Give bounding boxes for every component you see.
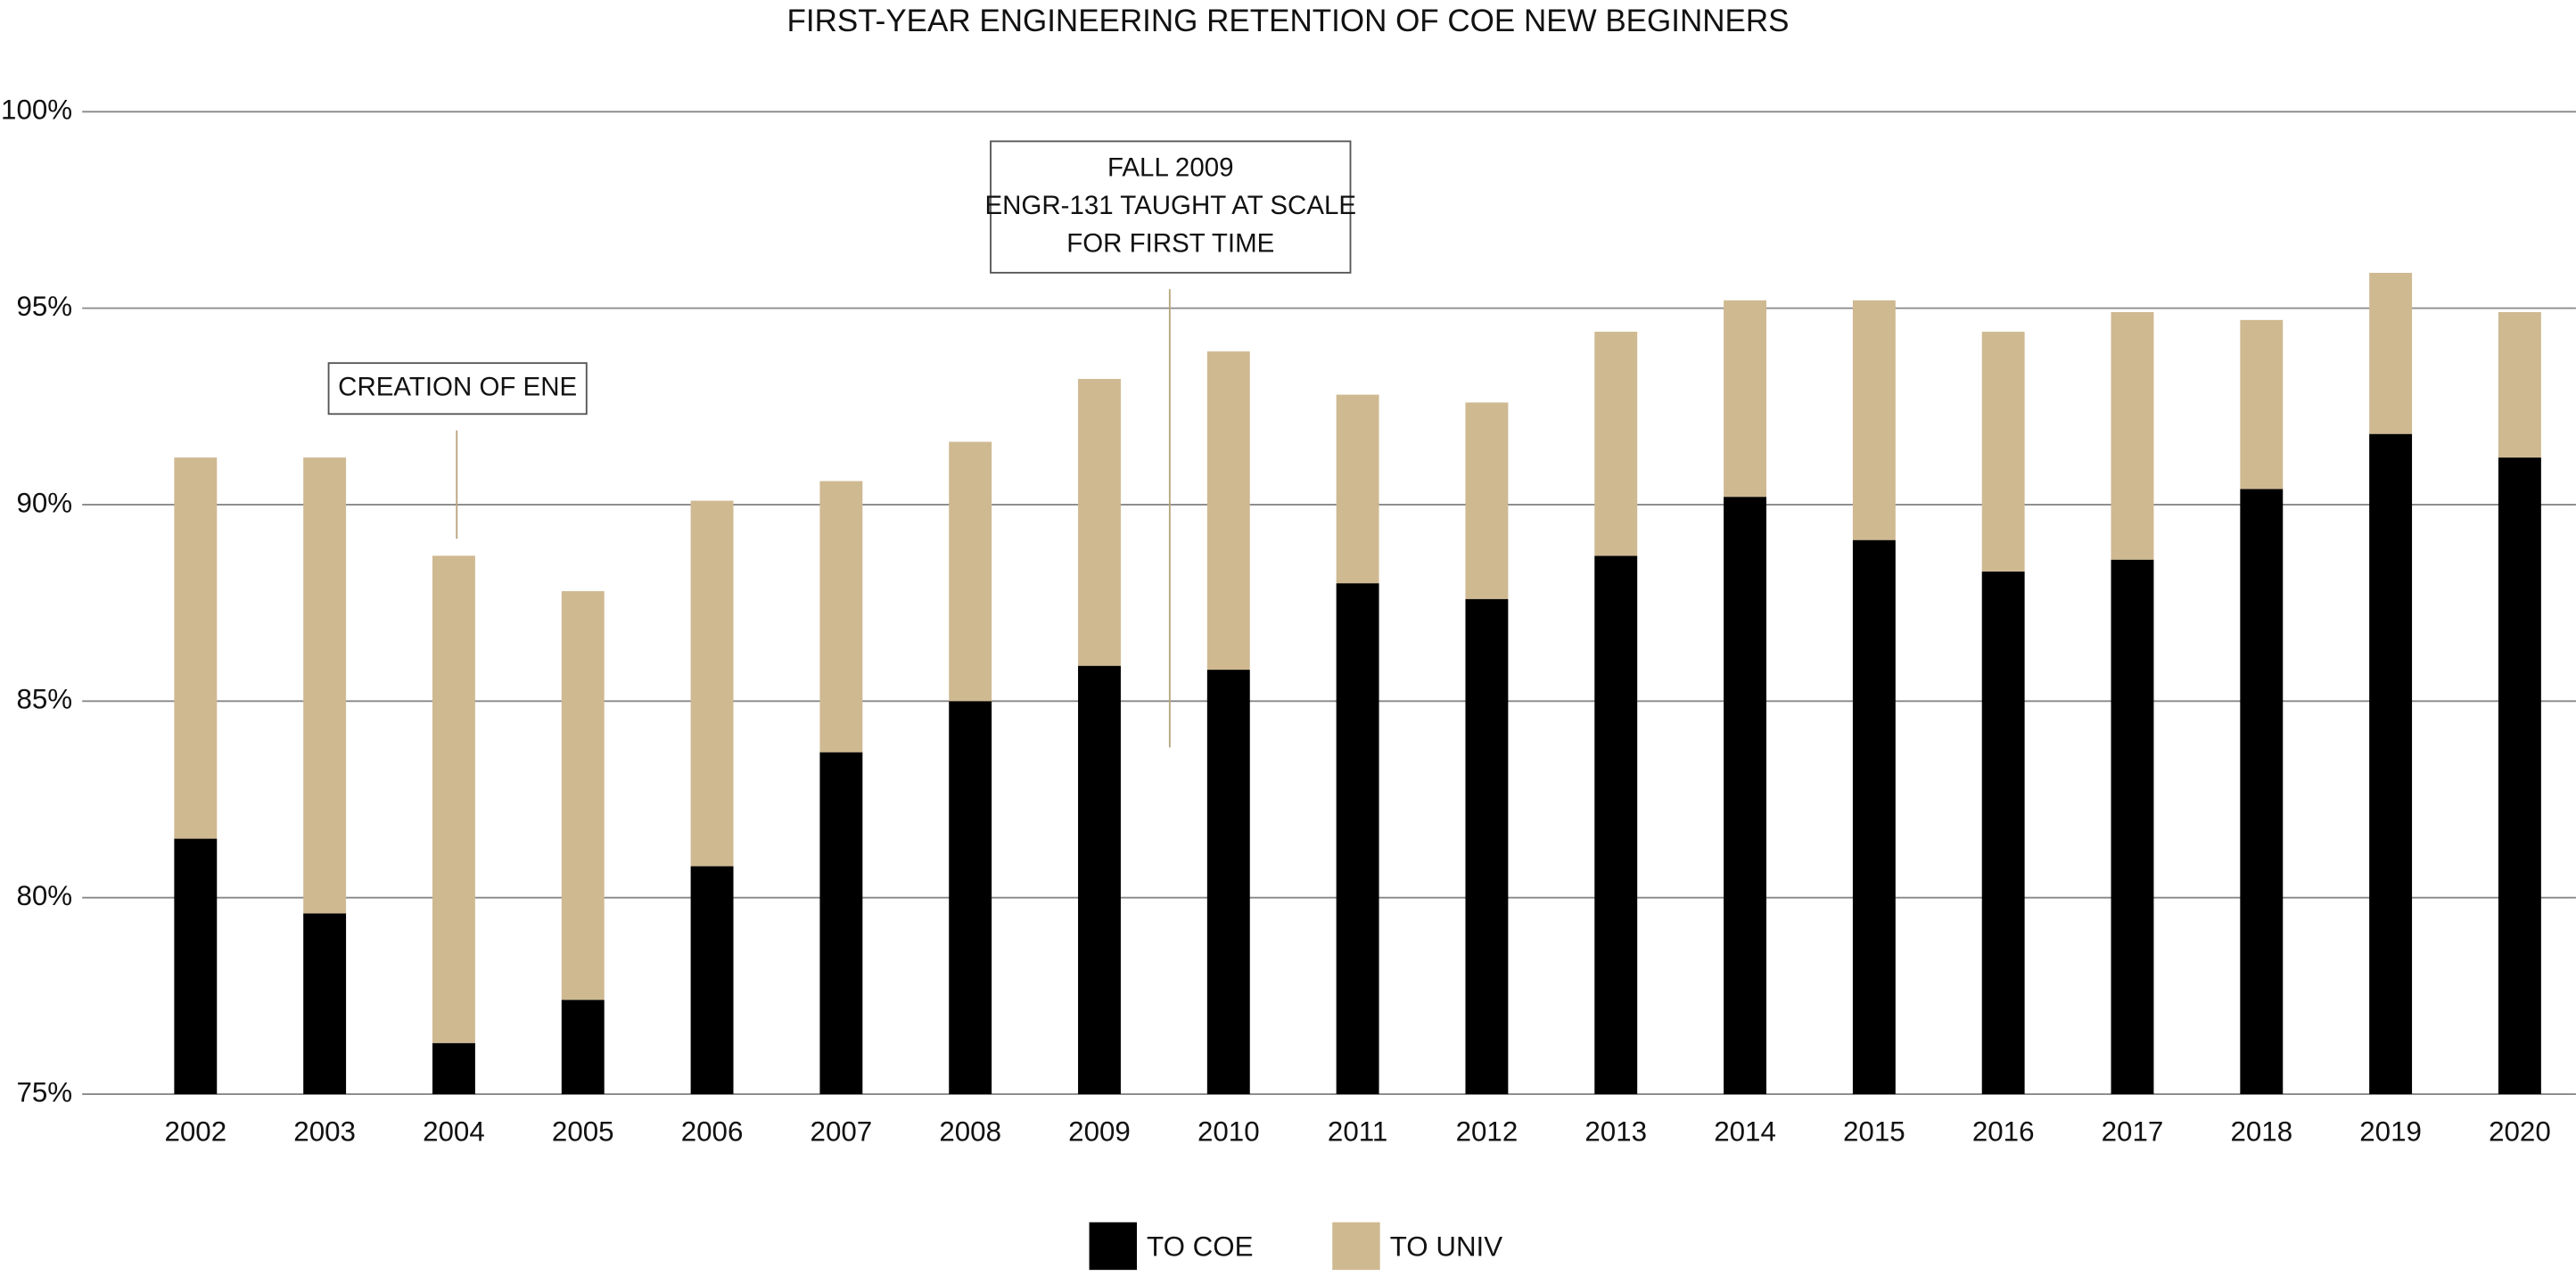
bar-segment bbox=[1206, 351, 1250, 671]
y-tick-label: 95% bbox=[16, 291, 72, 322]
x-tick-label: 2008 bbox=[939, 1116, 1001, 1148]
annotation-box bbox=[990, 140, 1352, 274]
bar-segment bbox=[174, 457, 218, 839]
bar-segment bbox=[561, 590, 605, 1000]
x-tick-label: 2010 bbox=[1197, 1116, 1260, 1148]
bar-segment bbox=[2498, 457, 2541, 1095]
x-tick-label: 2019 bbox=[2359, 1116, 2422, 1148]
bar-segment bbox=[303, 457, 347, 914]
legend-swatch bbox=[1089, 1222, 1138, 1271]
x-tick-label: 2004 bbox=[423, 1116, 485, 1148]
legend-swatch bbox=[1332, 1222, 1380, 1271]
x-tick-label: 2007 bbox=[811, 1116, 873, 1148]
bar-segment bbox=[2369, 433, 2413, 1095]
bar-segment bbox=[2498, 312, 2541, 458]
bar-segment bbox=[561, 1000, 605, 1095]
bar-segment bbox=[1852, 539, 1896, 1095]
y-tick-label: 85% bbox=[16, 684, 72, 715]
bar-segment bbox=[1981, 332, 2025, 572]
bar-segment bbox=[1981, 571, 2025, 1095]
y-tick-label: 100% bbox=[1, 95, 72, 126]
x-tick-label: 2011 bbox=[1328, 1116, 1387, 1148]
x-tick-label: 2018 bbox=[2230, 1116, 2292, 1148]
bar-segment bbox=[690, 500, 734, 867]
legend-label: TO UNIV bbox=[1390, 1231, 1503, 1262]
bar-segment bbox=[2240, 319, 2284, 490]
bar-segment bbox=[1594, 556, 1638, 1095]
bar-segment bbox=[2240, 489, 2284, 1095]
bar-segment bbox=[1724, 300, 1767, 498]
x-tick-label: 2016 bbox=[1972, 1116, 2035, 1148]
annotation-box bbox=[327, 362, 588, 416]
annotation-text: FOR FIRST TIME bbox=[1066, 228, 1274, 258]
legend-label: TO COE bbox=[1147, 1231, 1253, 1262]
bar-segment bbox=[303, 913, 347, 1095]
bar-segment bbox=[432, 556, 475, 1043]
bar-segment bbox=[1465, 598, 1509, 1095]
annotation-text: ENGR-131 TAUGHT AT SCALE bbox=[985, 191, 1357, 220]
bar-segment bbox=[690, 866, 734, 1095]
x-tick-label: 2002 bbox=[164, 1116, 226, 1148]
bar-segment bbox=[1594, 332, 1638, 556]
x-tick-label: 2013 bbox=[1584, 1116, 1647, 1148]
bar-segment bbox=[432, 1042, 475, 1095]
bar-segment bbox=[1078, 665, 1121, 1095]
x-tick-label: 2003 bbox=[293, 1116, 356, 1148]
bar-segment bbox=[2369, 272, 2413, 434]
bar-segment bbox=[1336, 583, 1379, 1095]
annotation-text: CREATION OF ENE bbox=[338, 373, 577, 402]
bar-segment bbox=[1724, 497, 1767, 1095]
x-tick-label: 2012 bbox=[1456, 1116, 1518, 1148]
bar-segment bbox=[1078, 378, 1121, 666]
x-tick-label: 2017 bbox=[2102, 1116, 2164, 1148]
bar-segment bbox=[1206, 670, 1250, 1095]
bar-segment bbox=[1465, 402, 1509, 599]
chart-title: FIRST-YEAR ENGINEERING RETENTION OF COE … bbox=[787, 4, 1790, 38]
bar-segment bbox=[949, 441, 992, 702]
bar-segment bbox=[2111, 312, 2154, 560]
x-tick-label: 2005 bbox=[552, 1116, 614, 1148]
x-tick-label: 2014 bbox=[1714, 1116, 1776, 1148]
y-tick-label: 80% bbox=[16, 880, 72, 911]
x-tick-label: 2006 bbox=[681, 1116, 744, 1148]
annotation-text: FALL 2009 bbox=[1107, 153, 1233, 183]
x-tick-label: 2020 bbox=[2489, 1116, 2551, 1148]
y-tick-label: 90% bbox=[16, 487, 72, 518]
bar-segment bbox=[2111, 559, 2154, 1095]
y-tick-label: 75% bbox=[16, 1076, 72, 1107]
bar-segment bbox=[949, 701, 992, 1095]
x-tick-label: 2009 bbox=[1068, 1116, 1131, 1148]
bar-segment bbox=[1336, 394, 1379, 584]
bar-segment bbox=[1852, 300, 1896, 540]
bar-segment bbox=[819, 481, 863, 753]
bar-segment bbox=[174, 838, 218, 1095]
bar-segment bbox=[819, 752, 863, 1095]
x-tick-label: 2015 bbox=[1843, 1116, 1905, 1148]
